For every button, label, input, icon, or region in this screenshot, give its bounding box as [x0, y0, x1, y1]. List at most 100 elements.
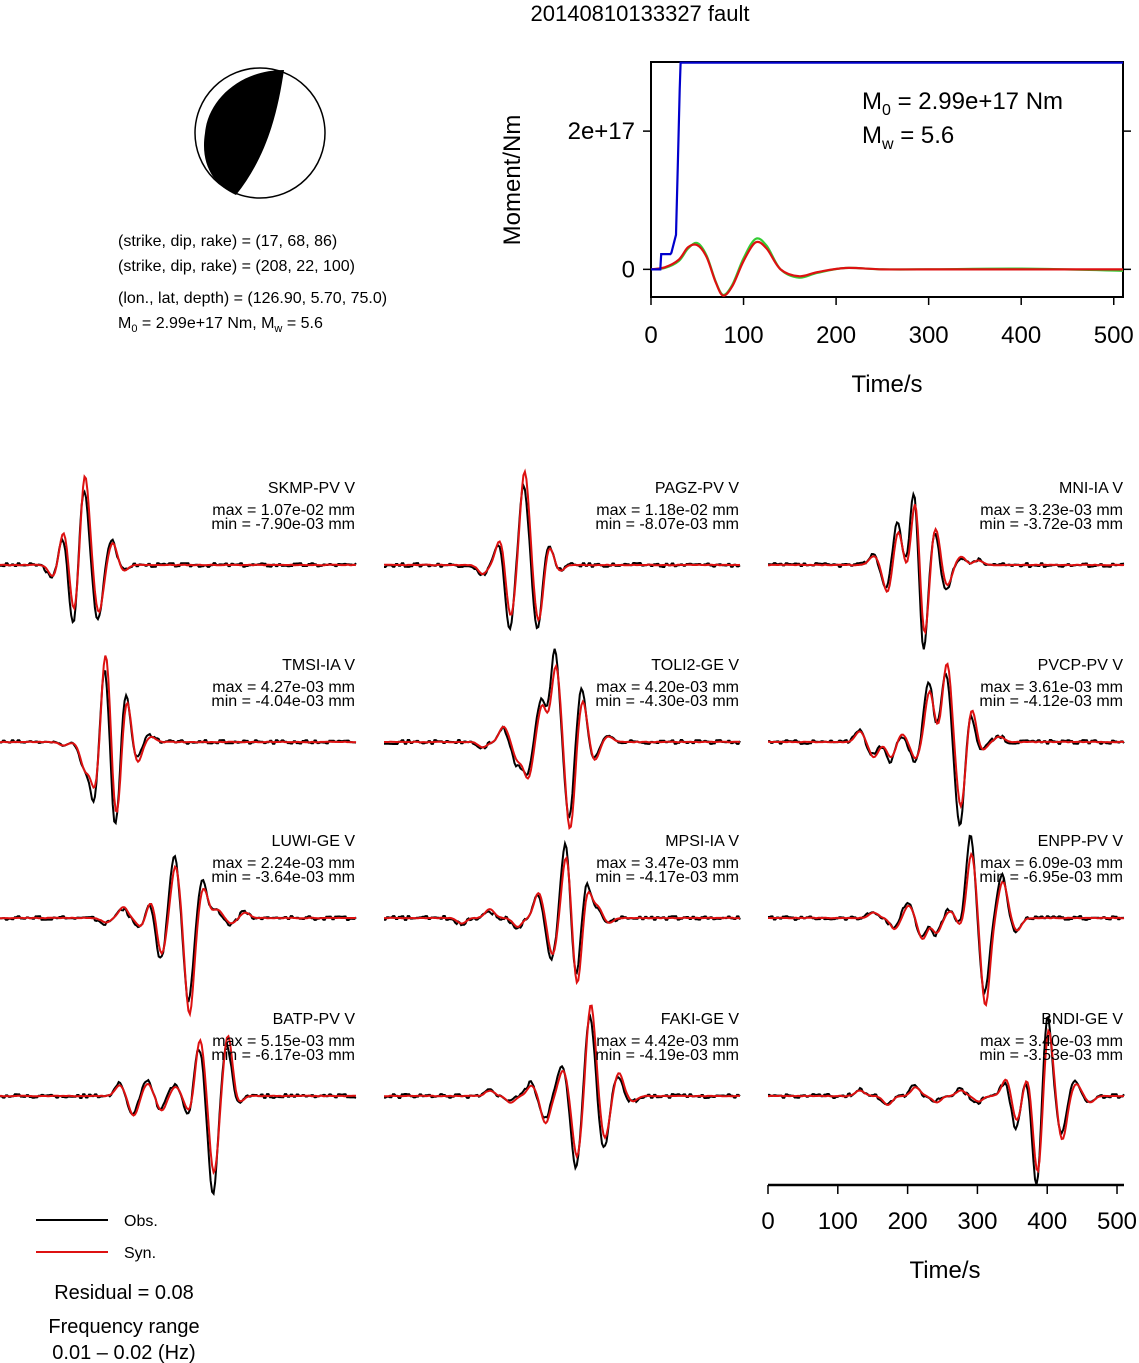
station-min: min = -4.19e-03 mm: [595, 1047, 739, 1064]
frequency-value: 0.01 – 0.02 (Hz): [52, 1342, 195, 1363]
station-min: min = -4.04e-03 mm: [211, 693, 355, 710]
moment-summary: M0 = 2.99e+17 Nm, Mw = 5.6: [118, 315, 323, 335]
mechanism-info: (strike, dip, rake) = (17, 68, 86) (stri…: [118, 233, 387, 335]
station-name: FAKI-GE V: [661, 1011, 740, 1028]
moment-xlabel: Time/s: [851, 371, 922, 398]
residual-text: Residual = 0.08: [54, 1282, 194, 1304]
moment-series-line: [650, 240, 1123, 297]
bottom-time-axis: Time/s 0 100 200 300 400 500: [761, 1183, 1137, 1284]
station-name: MPSI-IA V: [665, 833, 739, 850]
legend-obs-label: Obs.: [124, 1213, 158, 1230]
station-name: BATP-PV V: [273, 1011, 356, 1028]
station-min: min = -4.12e-03 mm: [979, 693, 1123, 710]
station-min: min = -3.64e-03 mm: [211, 869, 355, 886]
beachball: [194, 67, 326, 199]
m0-annotation: M0 = 2.99e+17 Nm: [862, 88, 1063, 119]
station-name: ENPP-PV V: [1038, 833, 1124, 850]
beachball-compressional-quadrant: [203, 70, 284, 195]
station-min: min = -4.30e-03 mm: [595, 693, 739, 710]
moment-ytick-label: 2e+17: [568, 118, 635, 145]
synthetic-trace: [768, 504, 1125, 635]
synthetic-trace: [0, 864, 356, 1018]
m0-value: 2.99e+17 Nm: [156, 315, 253, 332]
bottom-xtick-label: 100: [818, 1208, 858, 1235]
moment-xtick-label: 0: [644, 322, 657, 349]
synthetic-trace: [384, 468, 741, 623]
station-name: TOLI2-GE V: [651, 657, 739, 674]
plane1-text: (strike, dip, rake) = (17, 68, 86): [118, 233, 337, 250]
station-max: max = 4.42e-03 mm: [596, 1033, 739, 1050]
station-min: min = -3.72e-03 mm: [979, 516, 1123, 533]
plane2-text: (strike, dip, rake) = (208, 22, 100): [118, 258, 355, 275]
bottom-xtick-label: 500: [1097, 1208, 1137, 1235]
mw-value: 5.6: [301, 315, 323, 332]
moment-series-line: [650, 237, 1124, 297]
synthetic-trace: [0, 655, 357, 813]
moment-xtick-label: 400: [1001, 322, 1041, 349]
synthetic-trace: [768, 851, 1124, 1007]
moment-xtick-label: 500: [1094, 322, 1134, 349]
figure-title: 20140810133327 fault: [531, 1, 750, 26]
station-name: SKMP-PV V: [268, 480, 355, 497]
frequency-label: Frequency range: [48, 1316, 199, 1338]
station-max: max = 5.15e-03 mm: [212, 1033, 355, 1050]
observed-trace: [0, 1040, 357, 1196]
mw-annotation-value: = 5.6: [900, 122, 954, 149]
moment-xtick-label: 300: [909, 322, 949, 349]
station-min: min = -6.17e-03 mm: [211, 1047, 355, 1064]
legend-syn-label: Syn.: [124, 1245, 156, 1262]
synthetic-trace: [0, 1034, 356, 1175]
station-min: min = -7.90e-03 mm: [211, 516, 355, 533]
synthetic-trace: [384, 1004, 740, 1160]
moment-xtick-label: 200: [816, 322, 856, 349]
synthetic-trace: [0, 474, 357, 614]
bottom-xtick-label: 0: [761, 1208, 774, 1235]
moment-series: [650, 61, 1124, 297]
synthetic-trace: [768, 662, 1125, 810]
station-max: max = 1.07e-02 mm: [212, 502, 355, 519]
station-name: LUWI-GE V: [271, 833, 355, 850]
location-text: (lon., lat, depth) = (126.90, 5.70, 75.0…: [118, 290, 387, 307]
bottom-xlabel: Time/s: [909, 1257, 980, 1284]
station-min: min = -3.53e-03 mm: [979, 1047, 1123, 1064]
moment-series-line: [651, 61, 1123, 271]
station-max: max = 2.24e-03 mm: [212, 855, 355, 872]
station-min: min = -4.17e-03 mm: [595, 869, 739, 886]
moment-ylabel: Moment/Nm: [499, 115, 526, 246]
station-name: TMSI-IA V: [282, 657, 355, 674]
legend: Obs. Syn. Residual = 0.08 Frequency rang…: [36, 1213, 200, 1363]
station-name: BNDI-GE V: [1041, 1011, 1123, 1028]
moment-xtick-label: 100: [724, 322, 764, 349]
mw-annotation: Mw = 5.6: [862, 122, 954, 153]
moment-axes: 0 100 200 300 400 500 0 2e+17: [568, 118, 1134, 349]
station-max: max = 3.23e-03 mm: [980, 502, 1123, 519]
station-max: max = 4.20e-03 mm: [596, 679, 739, 696]
moment-ytick-label: 0: [622, 256, 635, 283]
m0-annotation-value: = 2.99e+17 Nm: [898, 88, 1063, 115]
station-name: MNI-IA V: [1059, 480, 1123, 497]
station-max: max = 3.47e-03 mm: [596, 855, 739, 872]
bottom-xtick-label: 400: [1027, 1208, 1067, 1235]
station-min: min = -6.95e-03 mm: [979, 869, 1123, 886]
station-max: max = 3.61e-03 mm: [980, 679, 1123, 696]
bottom-xtick-label: 200: [888, 1208, 928, 1235]
station-max: max = 6.09e-03 mm: [980, 855, 1123, 872]
station-max: max = 4.27e-03 mm: [212, 679, 355, 696]
bottom-xtick-label: 300: [957, 1208, 997, 1235]
station-name: PAGZ-PV V: [655, 480, 739, 497]
synthetic-trace: [768, 1028, 1124, 1174]
